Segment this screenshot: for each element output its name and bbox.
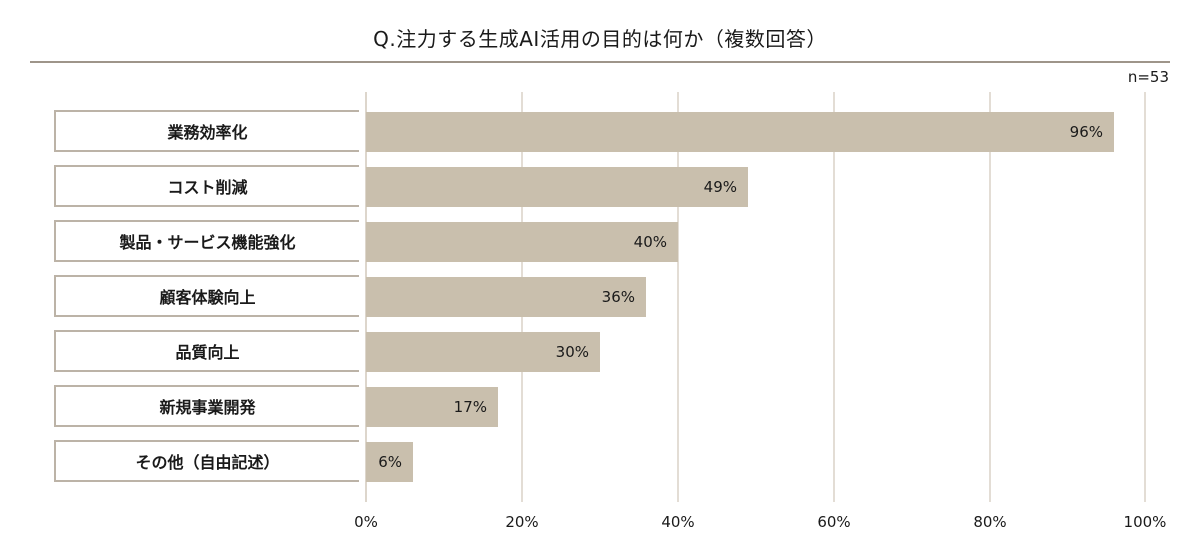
x-tick-label: 20% [505,513,539,531]
bar-value-label: 36% [601,288,635,306]
bar: 6% [366,442,413,482]
gridline-100 [1144,92,1146,502]
chart-title: Q.注力する生成AI活用の目的は何か（複数回答） [373,27,827,51]
bar-value-label: 96% [1069,123,1103,141]
x-tick-label: 40% [661,513,695,531]
category-label: コスト削減 [54,165,359,207]
bar-value-label: 6% [378,453,402,471]
x-tick-label: 60% [817,513,851,531]
category-label: 顧客体験向上 [54,275,359,317]
bar: 36% [366,277,646,317]
x-tick-label: 100% [1123,513,1167,531]
x-tick-label: 0% [354,513,378,531]
gridline-60 [833,92,835,502]
category-label: その他（自由記述） [54,440,359,482]
category-label: 製品・サービス機能強化 [54,220,359,262]
bar: 30% [366,332,600,372]
sample-size-label: n=53 [1127,68,1169,86]
bar-value-label: 40% [633,233,667,251]
gridline-80 [989,92,991,502]
category-label: 業務効率化 [54,110,359,152]
bar: 17% [366,387,498,427]
bar-value-label: 49% [703,178,737,196]
bar-value-label: 30% [555,343,589,361]
bar: 49% [366,167,748,207]
title-divider [30,61,1170,63]
category-label: 品質向上 [54,330,359,372]
gridline-40 [677,92,679,502]
bar-value-label: 17% [453,398,487,416]
category-label: 新規事業開発 [54,385,359,427]
bar: 96% [366,112,1114,152]
bar: 40% [366,222,678,262]
x-tick-label: 80% [973,513,1007,531]
